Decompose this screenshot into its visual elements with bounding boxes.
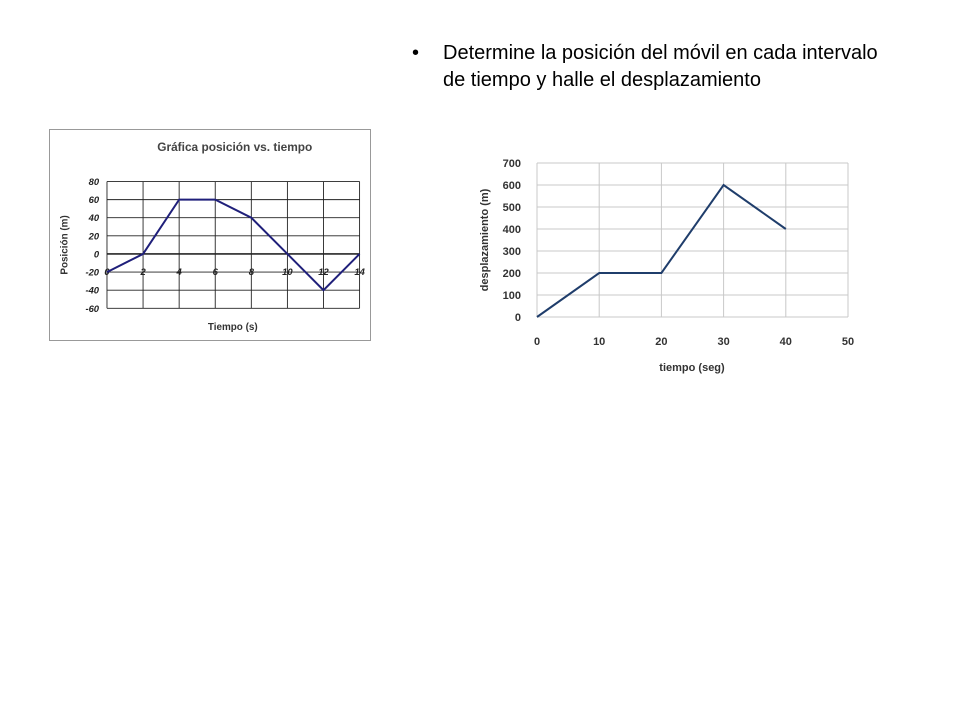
x-tick-label: 40	[780, 336, 792, 348]
y-tick-label: 80	[89, 176, 100, 187]
position-time-chart: Gráfica posición vs. tiempo -60 -40 -20 0 20 4…	[49, 129, 371, 341]
x-tick-label: 20	[655, 336, 667, 348]
x-tick-label: 8	[249, 266, 255, 277]
y-tick-label: 20	[88, 230, 100, 241]
y-tick-label: 0	[515, 312, 521, 324]
y-tick-label: 600	[503, 180, 521, 192]
y-axis-label: Posición (m)	[59, 215, 70, 274]
y-tick-label: 300	[503, 246, 521, 258]
y-tick-label: 60	[89, 194, 100, 205]
x-tick-label: 2	[139, 266, 146, 277]
data-line-position	[106, 198, 361, 292]
y-tick-label: 40	[88, 212, 100, 223]
y-tick-label: 0	[94, 248, 100, 259]
instruction-bullet: • Determine la posición del móvil en cad…	[412, 40, 882, 94]
y-tick-label: 200	[503, 268, 521, 280]
y-tick-label: -60	[85, 303, 99, 314]
x-tick-label: 10	[282, 266, 293, 277]
x-tick-label: 0	[534, 336, 540, 348]
y-tick-label: -40	[85, 285, 99, 296]
x-tick-label: 50	[842, 336, 854, 348]
bullet-symbol: •	[412, 42, 420, 64]
x-tick-label: 4	[176, 266, 183, 277]
x-tick-label: 30	[717, 336, 729, 348]
y-tick-label: 400	[503, 224, 521, 236]
data-line-displacement	[536, 183, 787, 318]
x-axis-label: tiempo (seg)	[659, 362, 725, 374]
y-tick-label: 700	[503, 158, 521, 170]
x-tick-label: 12	[318, 266, 329, 277]
x-axis-label: Tiempo (s)	[208, 322, 258, 333]
y-tick-label: 500	[503, 202, 521, 214]
y-tick-label: -20	[85, 267, 99, 278]
x-tick-label: 6	[213, 266, 219, 277]
x-tick-label: 10	[593, 336, 605, 348]
chart-title: Gráfica posición vs. tiempo	[157, 140, 312, 154]
displacement-time-chart: 0 100 200 300 400 500 600 700 0 10 20 30 40 50 tiempo …	[479, 158, 854, 374]
instruction-text: Determine la posición del móvil en cada …	[443, 42, 878, 91]
x-tick-label: 14	[354, 266, 365, 277]
y-tick-label: 100	[503, 290, 521, 302]
y-axis-label: desplazamiento (m)	[479, 188, 491, 291]
